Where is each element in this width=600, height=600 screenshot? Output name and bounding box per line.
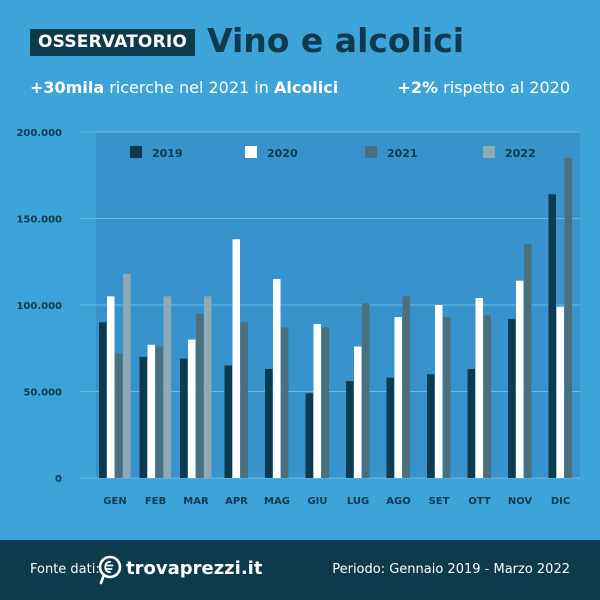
monthly-searches-bar-chart: 0 50.000 100.000 150.000 200.000 2019 2020 2021… xyxy=(16,128,580,507)
growth-text: rispetto al 2020 xyxy=(438,78,570,97)
source-label: Fonte dati: xyxy=(30,562,100,577)
subtitle-growth: +2% rispetto al 2020 xyxy=(398,77,571,99)
header: OSSERVATORIO Vino e alcolici +30mila ric… xyxy=(0,0,600,120)
bar-mag-2020 xyxy=(273,279,281,478)
bar-feb-2020 xyxy=(147,344,155,478)
bar-mag-2019 xyxy=(265,369,273,478)
bar-dic-2019 xyxy=(548,194,556,478)
x-tick-label: FEB xyxy=(145,496,166,507)
bar-ago-2019 xyxy=(386,377,394,478)
bar-mar-2021 xyxy=(196,313,204,478)
y-tick-label: 200.000 xyxy=(16,128,62,139)
bar-apr-2020 xyxy=(232,239,240,478)
bar-nov-2021 xyxy=(524,244,532,478)
legend-label-2020: 2020 xyxy=(267,147,298,160)
page-title: Vino e alcolici xyxy=(207,21,465,60)
x-tick-label: GIU xyxy=(307,496,327,507)
bar-lug-2019 xyxy=(346,381,354,478)
bar-gen-2019 xyxy=(99,322,107,478)
bar-ago-2020 xyxy=(394,317,402,478)
bar-gen-2020 xyxy=(107,296,115,478)
searches-highlight: +30mila xyxy=(30,78,105,97)
bar-ott-2019 xyxy=(467,369,475,478)
bar-set-2019 xyxy=(427,374,435,478)
x-tick-label: MAR xyxy=(183,496,209,507)
legend-swatch-2020 xyxy=(245,146,257,158)
period-text: Periodo: Gennaio 2019 - Marzo 2022 xyxy=(332,562,570,577)
subtitle-searches: +30mila ricerche nel 2021 in Alcolici xyxy=(30,77,338,99)
legend-label-2019: 2019 xyxy=(152,147,183,160)
x-tick-label: NOV xyxy=(508,496,533,507)
y-tick-label: 100.000 xyxy=(16,301,62,312)
bar-set-2020 xyxy=(435,305,443,478)
x-tick-label: MAG xyxy=(264,496,290,507)
y-tick-label: 50.000 xyxy=(23,388,62,399)
x-tick-label: OTT xyxy=(468,496,491,507)
bar-ago-2021 xyxy=(402,296,410,478)
searches-category: Alcolici xyxy=(273,78,339,97)
bar-gen-2021 xyxy=(115,353,123,478)
bar-feb-2019 xyxy=(139,356,147,478)
bar-apr-2021 xyxy=(240,322,248,478)
x-tick-label: LUG xyxy=(347,496,369,507)
x-tick-label: APR xyxy=(225,496,248,507)
bar-ott-2021 xyxy=(483,315,491,478)
observatory-badge: OSSERVATORIO xyxy=(30,29,196,56)
bar-set-2021 xyxy=(443,317,451,478)
bar-lug-2020 xyxy=(354,346,362,478)
legend-label-2021: 2021 xyxy=(387,147,418,160)
bar-feb-2021 xyxy=(155,346,163,478)
bar-ott-2020 xyxy=(475,298,483,478)
searches-text: ricerche nel 2021 in xyxy=(104,78,274,97)
x-tick-label: SET xyxy=(429,496,450,507)
x-tick-label: AGO xyxy=(386,496,410,507)
bar-mar-2022 xyxy=(204,296,212,478)
bar-gen-2022 xyxy=(123,273,131,478)
bar-apr-2019 xyxy=(224,365,232,478)
bar-giu-2019 xyxy=(305,393,313,478)
x-tick-label: GEN xyxy=(103,496,126,507)
legend-swatch-2021 xyxy=(365,146,377,158)
bar-dic-2021 xyxy=(564,157,572,478)
bar-nov-2020 xyxy=(516,280,524,478)
trovaprezzi-logo-icon xyxy=(98,555,122,585)
legend-swatch-2019 xyxy=(130,146,142,158)
bar-dic-2020 xyxy=(556,306,564,478)
brand-name: trovaprezzi.it xyxy=(126,558,263,579)
bar-nov-2019 xyxy=(508,318,516,478)
bar-lug-2021 xyxy=(362,303,370,478)
bar-mar-2019 xyxy=(180,358,188,478)
footer: Fonte dati: trovaprezzi.it Periodo: Genn… xyxy=(0,540,600,600)
bar-giu-2021 xyxy=(321,327,329,478)
y-tick-label: 150.000 xyxy=(16,215,62,226)
growth-highlight: +2% xyxy=(397,78,439,97)
x-tick-label: DIC xyxy=(551,496,570,507)
legend-swatch-2022 xyxy=(483,146,495,158)
bar-feb-2022 xyxy=(163,296,171,478)
bar-giu-2020 xyxy=(313,324,321,478)
bar-mag-2021 xyxy=(281,327,289,478)
legend-label-2022: 2022 xyxy=(505,147,536,160)
y-tick-label: 0 xyxy=(55,474,62,485)
bar-mar-2020 xyxy=(188,339,196,478)
